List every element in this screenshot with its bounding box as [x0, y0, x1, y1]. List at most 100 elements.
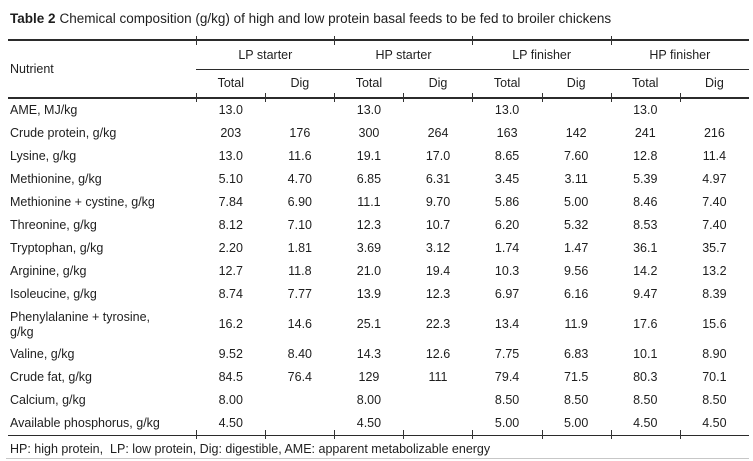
value-cell: 6.97 — [494, 287, 520, 301]
value-cell: 10.3 — [494, 264, 520, 278]
table-grid-tick — [196, 36, 197, 45]
nutrient-cell: Methionine, g/kg — [8, 168, 196, 191]
value-cell — [265, 389, 334, 412]
value-cell: 19.1 — [356, 149, 382, 163]
table-row: Threonine, g/kg 8.12 7.10 12.3 10.7 6.20 5.32 8… — [8, 214, 749, 237]
subheader-total: Total — [334, 69, 404, 99]
nutrient-cell: Calcium, g/kg — [8, 389, 196, 412]
value-cell: 6.16 — [564, 287, 589, 301]
value-cell: 1.74 — [494, 241, 520, 255]
value-cell: 6.85 — [356, 172, 382, 186]
value-cell: 8.50 — [633, 393, 658, 407]
subheader-dig: Dig — [265, 69, 335, 99]
nutrient-cell: Phenylalanine + tyrosine, g/kg — [8, 306, 196, 343]
nutrient-cell: Available phosphorus, g/kg — [8, 412, 196, 436]
value-cell: 84.5 — [218, 370, 243, 384]
value-cell: 7.75 — [494, 347, 520, 361]
value-cell: 241 — [634, 126, 656, 140]
table-grid-tick — [196, 93, 197, 102]
table-grid-tick — [611, 430, 612, 439]
value-cell: 14.3 — [356, 347, 382, 361]
nutrient-label: Isoleucine, g/kg — [10, 287, 97, 302]
nutrient-label: AME, MJ/kg — [10, 103, 78, 118]
table-grid-tick — [472, 93, 473, 102]
value-cell: 9.52 — [218, 347, 243, 361]
table-grid-tick — [196, 430, 197, 439]
nutrient-cell: Tryptophan, g/kg — [8, 237, 196, 260]
nutrient-label: Lysine, g/kg — [10, 149, 77, 164]
value-cell: 7.10 — [287, 218, 313, 232]
group-header-hp-finisher: HP finisher — [610, 40, 749, 70]
value-cell: 8.65 — [494, 149, 520, 163]
group-header-row: Nutrient LP starter HP starter LP finish… — [8, 40, 749, 99]
value-cell: 7.84 — [218, 195, 243, 209]
value-cell: 8.74 — [218, 287, 243, 301]
table-body: AME, MJ/kg 13.0 13.0 13.0 13.0 Crude protein,… — [8, 98, 749, 436]
nutrient-cell: Crude protein, g/kg — [8, 122, 196, 145]
table-row: Available phosphorus, g/kg 4.50 4.50 5.00 5.… — [8, 412, 749, 436]
nutrient-label: Arginine, g/kg — [10, 264, 87, 279]
table-header: Nutrient LP starter HP starter LP finish… — [8, 40, 749, 99]
value-cell: 71.5 — [564, 370, 589, 384]
value-cell: 8.12 — [218, 218, 243, 232]
value-cell: 5.00 — [494, 416, 520, 430]
value-cell: 203 — [220, 126, 242, 140]
table-grid-tick — [265, 430, 266, 439]
value-cell: 13.0 — [218, 103, 243, 117]
value-cell: 1.47 — [564, 241, 589, 255]
table-grid-tick — [542, 93, 543, 102]
value-cell: 4.50 — [702, 416, 727, 430]
scan-bottom-rule — [6, 458, 749, 459]
value-cell: 5.86 — [494, 195, 520, 209]
table-row: Isoleucine, g/kg 8.74 7.77 13.9 12.3 6.97 6.16… — [8, 283, 749, 306]
subheader-dig: Dig — [541, 69, 611, 99]
value-cell: 9.70 — [425, 195, 451, 209]
nutrient-column-header: Nutrient — [8, 40, 197, 99]
nutrient-label: Crude protein, g/kg — [10, 126, 117, 141]
table-grid-tick — [472, 430, 473, 439]
value-cell: 6.83 — [564, 347, 589, 361]
value-cell: 5.00 — [564, 195, 589, 209]
nutrient-cell: Methionine + cystine, g/kg — [8, 191, 196, 214]
nutrient-label: Phenylalanine + tyrosine, g/kg — [10, 309, 151, 339]
value-cell: 129 — [358, 370, 380, 384]
nutrient-cell: Arginine, g/kg — [8, 260, 196, 283]
value-cell — [680, 98, 749, 122]
table-footnote: HP: high protein, LP: low protein, Dig: … — [10, 442, 491, 456]
value-cell: 8.46 — [633, 195, 658, 209]
value-cell: 11.6 — [288, 149, 312, 163]
nutrient-cell: AME, MJ/kg — [8, 98, 196, 122]
nutrient-label: Threonine, g/kg — [10, 218, 97, 233]
value-cell: 15.6 — [702, 317, 727, 331]
value-cell: 3.45 — [494, 172, 520, 186]
value-cell: 300 — [358, 126, 380, 140]
table-caption-text: Chemical composition (g/kg) of high and … — [59, 11, 612, 26]
table-grid-tick — [334, 430, 335, 439]
value-cell: 17.6 — [633, 317, 658, 331]
value-cell: 1.81 — [287, 241, 313, 255]
nutrient-label: Methionine + cystine, g/kg — [10, 195, 155, 210]
value-cell: 13.0 — [633, 103, 658, 117]
value-cell: 3.69 — [356, 241, 382, 255]
nutrient-label: Crude fat, g/kg — [10, 370, 92, 385]
value-cell: 22.3 — [425, 317, 451, 331]
chemical-composition-table: Nutrient LP starter HP starter LP finish… — [8, 39, 749, 436]
value-cell: 13.0 — [494, 103, 520, 117]
value-cell: 8.90 — [702, 347, 727, 361]
value-cell: 4.50 — [356, 416, 382, 430]
value-cell: 8.00 — [356, 393, 382, 407]
value-cell: 6.20 — [494, 218, 520, 232]
value-cell: 12.3 — [356, 218, 382, 232]
value-cell: 163 — [496, 126, 518, 140]
table-row: Lysine, g/kg 13.0 11.6 19.1 17.0 8.65 7.60 12.8… — [8, 145, 749, 168]
value-cell: 14.6 — [287, 317, 313, 331]
table-grid-tick — [680, 430, 681, 439]
value-cell: 14.2 — [633, 264, 658, 278]
nutrient-label: Tryptophan, g/kg — [10, 241, 104, 256]
value-cell: 8.50 — [564, 393, 589, 407]
nutrient-cell: Valine, g/kg — [8, 343, 196, 366]
value-cell — [403, 389, 472, 412]
value-cell — [542, 98, 611, 122]
value-cell: 13.0 — [356, 103, 382, 117]
